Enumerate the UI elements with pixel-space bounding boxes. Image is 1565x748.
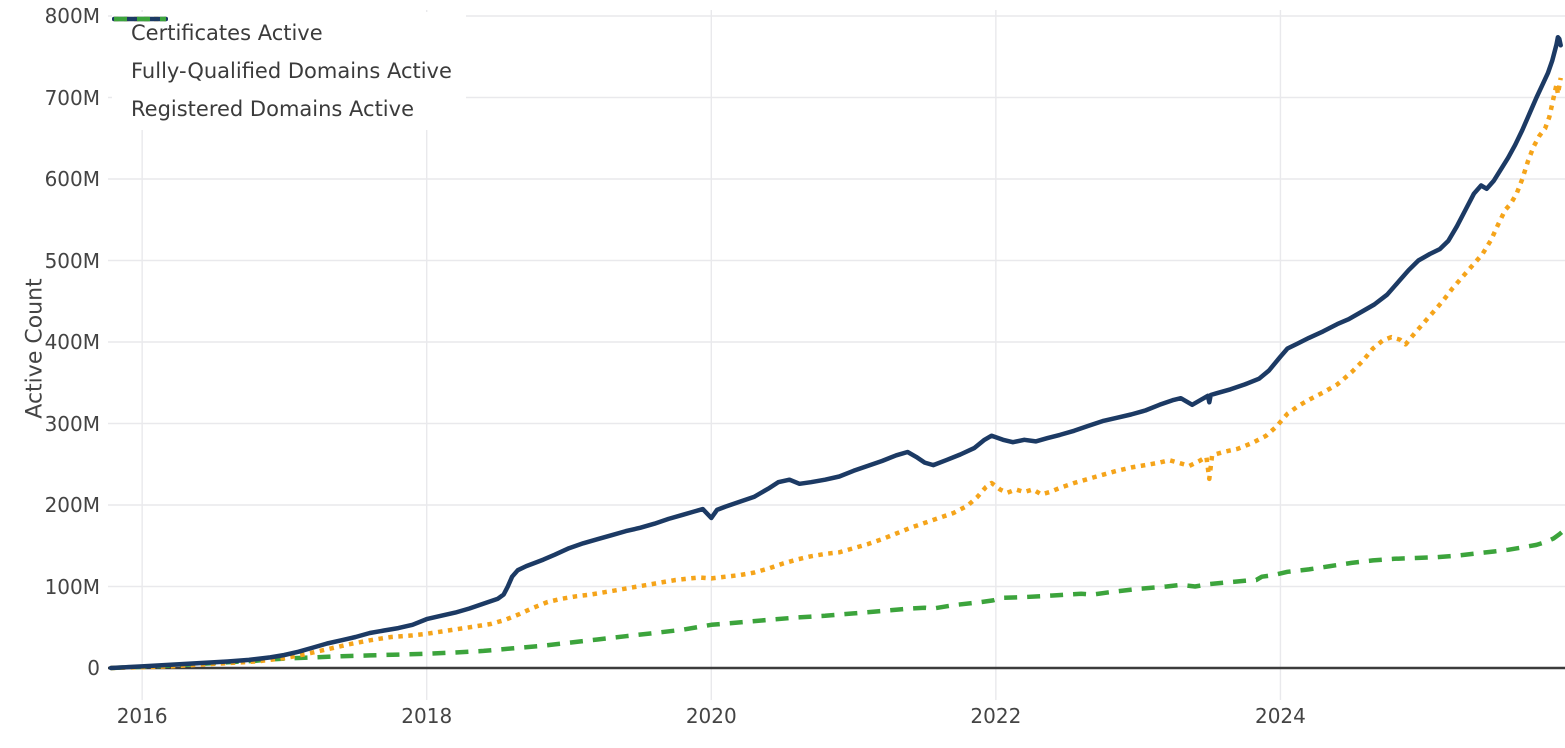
y-tick-600M: 600M (44, 167, 100, 191)
x-tick-2022: 2022 (970, 704, 1022, 728)
legend-item-label: Fully-Qualified Domains Active (131, 59, 452, 83)
legend-item-label: Certificates Active (131, 21, 323, 45)
x-tick-2018: 2018 (401, 704, 453, 728)
series-registered-domains-active (110, 530, 1564, 671)
legend: Certificates Active Fully-Qualified Domai… (112, 12, 466, 130)
legend-item-fully-qualified-domains-active[interactable]: Fully-Qualified Domains Active (112, 16, 452, 90)
y-tick-0: 0 (87, 656, 100, 680)
series-certificates-active (110, 77, 1563, 671)
y-tick-200M: 200M (44, 493, 100, 517)
y-tick-500M: 500M (44, 248, 100, 273)
x-tick-2020: 2020 (685, 704, 737, 728)
y-tick-800M: 800M (44, 4, 100, 28)
series-fully-qualified-domains-active (108, 34, 1563, 671)
y-axis-title: Active Count (22, 278, 48, 419)
y-tick-100M: 100M (44, 574, 100, 599)
x-tick-2016: 2016 (116, 704, 168, 728)
series-lines (108, 34, 1564, 671)
y-tick-700M: 700M (44, 85, 100, 110)
x-tick-2024: 2024 (1254, 704, 1306, 728)
y-tick-400M: 400M (44, 330, 100, 354)
legend-item-certificates-active[interactable]: Certificates Active (114, 14, 452, 52)
legend-swatch-registered-domains-active (114, 16, 166, 22)
y-tick-300M: 300M (44, 411, 100, 436)
legend-item-registered-domains-active[interactable]: Registered Domains Active (114, 16, 452, 128)
legend-item-label: Registered Domains Active (131, 97, 414, 121)
